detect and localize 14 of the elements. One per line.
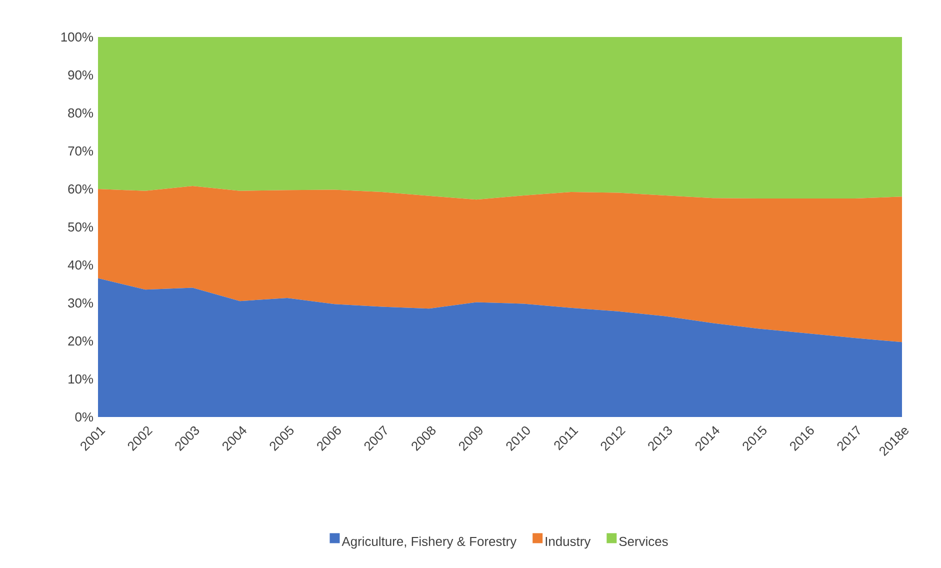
y-tick-label: 40% bbox=[68, 260, 94, 270]
legend-label: Agriculture, Fishery & Forestry bbox=[342, 536, 517, 549]
y-tick-label: 60% bbox=[68, 184, 94, 194]
y-tick-label: 70% bbox=[68, 146, 94, 156]
y-tick-label: 30% bbox=[68, 298, 94, 308]
y-tick-label: 10% bbox=[68, 374, 94, 384]
legend-label: Services bbox=[619, 536, 668, 546]
y-tick-label: 80% bbox=[68, 108, 94, 118]
y-tick-label: 50% bbox=[68, 222, 94, 232]
y-tick-label: 20% bbox=[68, 336, 94, 346]
y-tick-label: 0% bbox=[75, 412, 94, 422]
y-tick-label: 100% bbox=[61, 32, 94, 42]
y-tick-label: 90% bbox=[68, 70, 94, 80]
legend-label: Industry bbox=[546, 536, 591, 549]
